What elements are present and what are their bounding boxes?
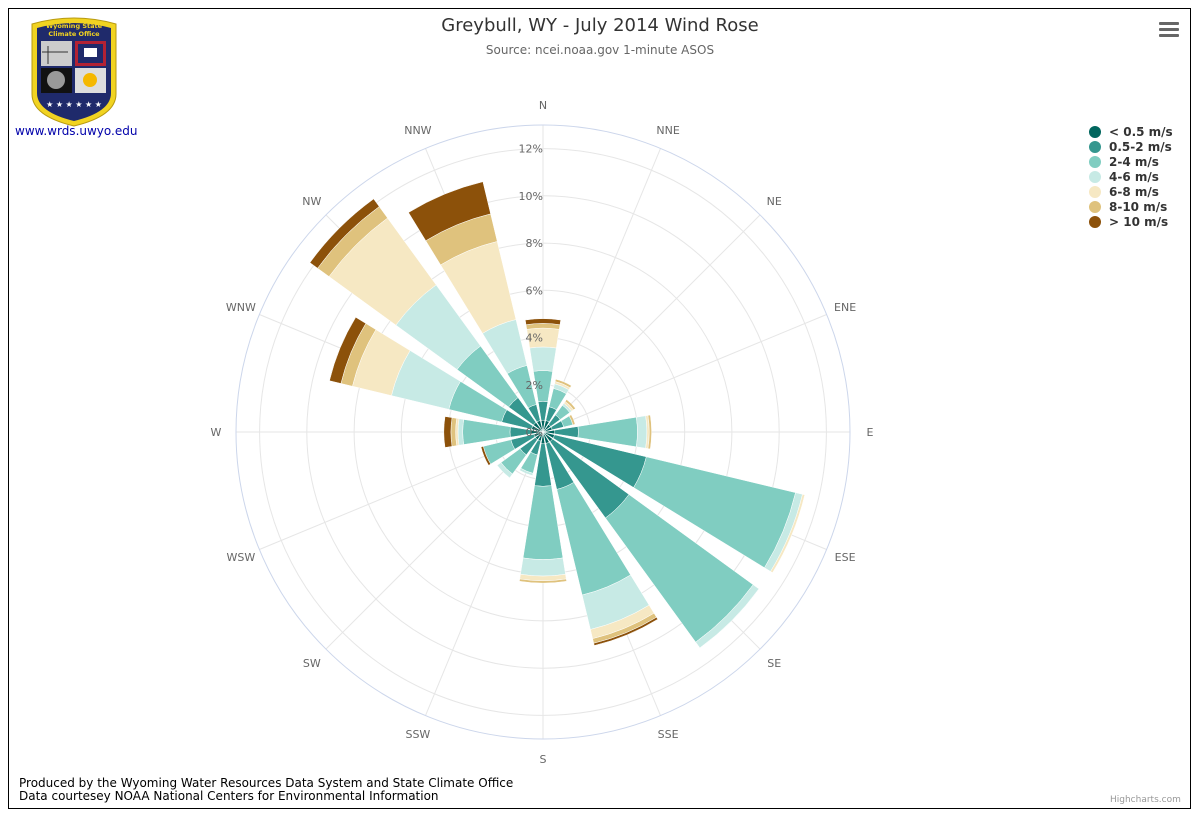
wind-rose-segment[interactable] bbox=[770, 493, 806, 574]
radial-gridline bbox=[542, 314, 827, 433]
wind-rose-segment[interactable] bbox=[519, 467, 534, 476]
chart-subtitle: Source: ncei.noaa.gov 1-minute ASOS bbox=[485, 43, 715, 57]
wind-rose-segment[interactable] bbox=[647, 414, 652, 450]
axis-labels: N NNE NE ENE E ESE SE SSE S SSW SW WSW W WNW NW NNW 0% 2%… bbox=[211, 99, 874, 766]
legend-swatch bbox=[1089, 170, 1101, 183]
circular-gridline bbox=[259, 148, 827, 716]
legend-label: 8-10 m/s bbox=[1109, 199, 1168, 214]
y-tick-label: 6% bbox=[526, 284, 543, 297]
wind-rose-segment[interactable] bbox=[457, 418, 464, 446]
legend-swatch bbox=[1089, 125, 1101, 138]
legend-item-gt-10[interactable]: > 10 m/s bbox=[1089, 214, 1173, 229]
y-tick-label: 0% bbox=[526, 426, 543, 439]
chart-footer: Produced by the Wyoming Water Resources … bbox=[19, 777, 513, 803]
svg-text:★ ★ ★ ★ ★ ★: ★ ★ ★ ★ ★ ★ bbox=[46, 100, 102, 109]
legend-item-6-8[interactable]: 6-8 m/s bbox=[1089, 184, 1173, 199]
radial-gridline bbox=[542, 214, 761, 433]
direction-label: NW bbox=[302, 195, 321, 208]
footer-line-1: Produced by the Wyoming Water Resources … bbox=[19, 776, 514, 790]
direction-label: SW bbox=[303, 657, 321, 670]
legend-item-4-6[interactable]: 4-6 m/s bbox=[1089, 169, 1173, 184]
radial-gridline bbox=[425, 431, 544, 716]
y-tick-label: 2% bbox=[526, 379, 543, 392]
legend-label: 0.5-2 m/s bbox=[1109, 139, 1172, 154]
highcharts-credits[interactable]: Highcharts.com bbox=[1110, 795, 1181, 805]
direction-label: WSW bbox=[227, 551, 256, 564]
wind-rose-segment[interactable] bbox=[568, 414, 576, 426]
logo-text-line1: Wyoming State bbox=[46, 22, 103, 30]
direction-label: E bbox=[867, 426, 874, 439]
chart-title: Greybull, WY - July 2014 Wind Rose bbox=[441, 15, 759, 36]
wind-rose-segment[interactable] bbox=[524, 318, 562, 325]
wind-rose-segment[interactable] bbox=[462, 419, 511, 445]
legend-label: 4-6 m/s bbox=[1109, 169, 1159, 184]
legend-swatch bbox=[1089, 200, 1101, 213]
y-tick-label: 8% bbox=[526, 237, 543, 250]
legend-label: > 10 m/s bbox=[1109, 214, 1169, 229]
circular-gridline bbox=[306, 195, 780, 669]
legend-swatch bbox=[1089, 155, 1101, 168]
legend-item-8-10[interactable]: 8-10 m/s bbox=[1089, 199, 1173, 214]
legend-swatch bbox=[1089, 140, 1101, 153]
legend-swatch bbox=[1089, 215, 1101, 228]
wind-rose-segment[interactable] bbox=[450, 417, 457, 447]
climate-office-logo: Wyoming State Climate Office ★ ★ ★ ★ ★ ★ bbox=[31, 17, 117, 127]
wind-rose-segment[interactable] bbox=[593, 616, 659, 646]
wind-rose-segment[interactable] bbox=[564, 399, 576, 411]
wind-rose-segment[interactable] bbox=[554, 378, 572, 389]
wind-rose-segment[interactable] bbox=[496, 462, 513, 479]
wind-rose-segment[interactable] bbox=[329, 316, 367, 384]
direction-label: SSE bbox=[658, 728, 679, 741]
wind-rose-segment[interactable] bbox=[695, 584, 760, 649]
legend-label: 6-8 m/s bbox=[1109, 184, 1159, 199]
wind-rose-segment[interactable] bbox=[480, 446, 491, 466]
legend-item-2-4[interactable]: 2-4 m/s bbox=[1089, 154, 1173, 169]
circular-gridline bbox=[353, 242, 733, 622]
wind-rose-segment[interactable] bbox=[529, 346, 557, 372]
wind-rose-segment[interactable] bbox=[309, 198, 380, 269]
direction-label: WNW bbox=[226, 301, 256, 314]
footer-line-2: Data courtesey NOAA National Centers for… bbox=[19, 789, 439, 803]
y-tick-label: 10% bbox=[519, 190, 543, 203]
legend-swatch bbox=[1089, 185, 1101, 198]
direction-label: W bbox=[211, 426, 222, 439]
direction-label: ENE bbox=[834, 301, 856, 314]
chart-legend: < 0.5 m/s 0.5-2 m/s 2-4 m/s 4-6 m/s 6-8 … bbox=[1089, 124, 1173, 229]
legend-item-lt-0-5[interactable]: < 0.5 m/s bbox=[1089, 124, 1173, 139]
direction-label: SSW bbox=[405, 728, 430, 741]
y-tick-label: 4% bbox=[526, 332, 543, 345]
direction-label: NNE bbox=[656, 124, 679, 137]
wind-rose-segment[interactable] bbox=[636, 415, 648, 449]
direction-label: S bbox=[540, 753, 547, 766]
logo-link[interactable]: www.wrds.uwyo.edu bbox=[15, 124, 138, 138]
direction-label: N bbox=[539, 99, 547, 112]
direction-label: NNW bbox=[404, 124, 431, 137]
direction-label: NE bbox=[767, 195, 782, 208]
legend-label: 2-4 m/s bbox=[1109, 154, 1159, 169]
wind-rose-segment[interactable] bbox=[408, 181, 491, 242]
y-tick-label: 12% bbox=[519, 143, 543, 156]
legend-item-0-5-2[interactable]: 0.5-2 m/s bbox=[1089, 139, 1173, 154]
outer-axis-circle bbox=[235, 124, 851, 740]
hamburger-menu-icon[interactable] bbox=[1159, 22, 1179, 38]
direction-label: SE bbox=[767, 657, 781, 670]
wind-rose-segment[interactable] bbox=[519, 578, 567, 584]
wind-rose-bars bbox=[309, 181, 806, 649]
wind-rose-segment[interactable] bbox=[443, 416, 453, 448]
logo-text-line2: Climate Office bbox=[48, 30, 100, 38]
legend-label: < 0.5 m/s bbox=[1109, 124, 1173, 139]
wind-rose-segment[interactable] bbox=[520, 557, 566, 577]
direction-label: ESE bbox=[835, 551, 856, 564]
wind-rose-segment[interactable] bbox=[522, 485, 564, 560]
